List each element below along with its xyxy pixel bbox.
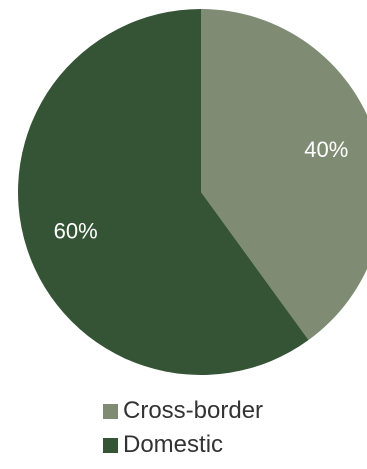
pie-chart-plot: 40% 60% xyxy=(17,9,367,375)
pie-slice-domestic xyxy=(17,9,309,375)
legend-label-domestic: Domestic xyxy=(123,431,224,458)
legend-label-cross-border: Cross-border xyxy=(123,397,264,424)
legend-swatch-cross-border xyxy=(103,403,118,419)
legend-swatch-domestic xyxy=(103,437,118,453)
pie-slices xyxy=(17,9,367,375)
pie-slice-label-cross-border: 40% xyxy=(304,137,348,162)
legend: Cross-border Domestic xyxy=(103,394,343,462)
pie-slice-cross-border xyxy=(201,9,367,341)
pie-slice-labels: 40% 60% xyxy=(54,137,349,243)
legend-item-cross-border: Cross-border xyxy=(103,394,343,428)
pie-slice-label-domestic: 60% xyxy=(54,219,98,244)
legend-item-domestic: Domestic xyxy=(103,428,343,462)
